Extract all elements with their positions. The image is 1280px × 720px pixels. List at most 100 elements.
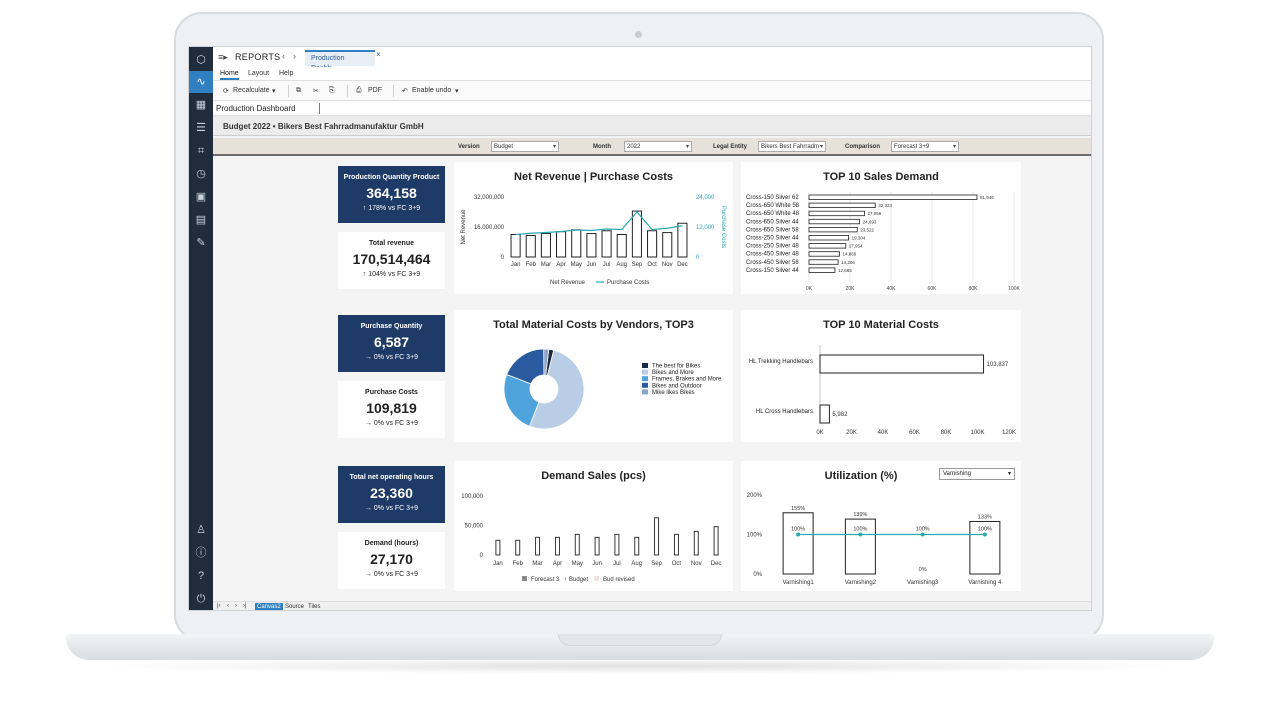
target-label: 100% [916,527,930,533]
kpi-comparison: → 0% vs FC 3+9 [338,505,445,512]
sheet-tab-tiles[interactable]: Tiles [308,604,321,610]
x-tick-label: May [572,561,583,567]
value-label: 139% [853,512,867,518]
y2-tick-label: 24,000 [696,195,715,201]
next-sheet-icon[interactable]: › [235,603,237,609]
chart-title: Utilization (%) [824,470,898,482]
x-tick-label: Feb [513,561,524,567]
x-tick-label: Mar [541,262,551,268]
bar-utilization [782,512,814,575]
power-icon[interactable]: ⏻ [196,593,206,605]
timer-icon[interactable]: ◷ [196,168,206,180]
x-tick-label: 80K [969,286,979,292]
version-select[interactable]: Budget ▾ [491,141,559,152]
chart-svg: 0K 20K 40K 60K 80K 100K Cross-150 Silver 62 81,… [746,192,1020,292]
enable-undo-dropdown-icon[interactable]: ▾ [455,88,459,95]
x-tick-label: 100K [970,430,984,436]
legend-swatch [642,363,648,368]
kpi-comparison-text: 178% vs FC 3+9 [368,205,421,212]
y-tick-label: 100,000 [461,494,483,500]
legal-entity-select[interactable]: Bikers Best Fahrradm ▾ [758,141,826,152]
menu-help[interactable]: Help [279,70,294,77]
x-tick-label: Dec [711,561,722,567]
formula-bar[interactable]: Production Dashboard [213,101,1091,116]
camera-icon [635,31,642,38]
first-sheet-icon[interactable]: |‹ [217,603,221,609]
bar-sales-demand [808,251,840,257]
category-label: Cross-450 Silver 58 [746,260,799,266]
bar-demand [554,536,560,556]
monitor-icon[interactable]: ▣ [195,191,207,203]
kpi-value: 364,158 [366,185,417,201]
list-icon[interactable]: ☰ [196,122,206,134]
help-icon[interactable]: ? [197,570,205,582]
category-label: Cross-650 Silver 58 [746,227,799,233]
bar-net-revenue [571,229,582,258]
x-tick-label: 20K [846,286,856,292]
bar-utilization [969,520,1001,575]
kpi-demand-hours: Demand (hours) 27,170 → 0% vs FC 3+9 [338,532,445,589]
tab-close-icon[interactable]: × [376,50,381,59]
nav-back-icon[interactable]: ‹ [282,51,285,61]
sheet-tab-source[interactable]: Source [285,604,305,610]
report-icon[interactable]: ▦ [195,99,207,111]
recalculate-dropdown-icon[interactable]: ▾ [272,88,276,95]
nav-forward-icon[interactable]: › [293,51,296,61]
legend-swatch [642,376,648,382]
tab-production-dashboard[interactable]: Production Dashb... [305,50,375,72]
category-label: Cross-650 White 48 [746,211,800,217]
refresh-icon: ⟳ [223,88,229,95]
category-label: Cross-250 Silver 44 [746,236,799,242]
kpi-comparison: ↑ 104% vs FC 3+9 [338,271,445,278]
logo-hexagon-icon[interactable]: ⬡ [196,54,206,66]
last-sheet-icon[interactable]: ›| [243,603,247,609]
value-label: 133% [978,514,992,520]
comparison-select[interactable]: Forecast 3+9 ▾ [891,141,959,152]
value-label: 14,869 [842,252,856,257]
analytics-icon[interactable]: ∿ [189,71,213,93]
bar-net-revenue [631,210,642,258]
bar-net-revenue [556,231,567,258]
prev-sheet-icon[interactable]: ‹ [227,603,229,609]
report-subtitle: Budget 2022 • Bikers Best Fahrradmanufak… [223,122,424,131]
calendar-icon[interactable]: ▤ [195,214,207,226]
menu-toggle-icon[interactable]: ≡▸ [218,52,228,62]
kpi-value: 27,170 [370,551,413,567]
legend-label: Bud revised [603,577,635,583]
month-select[interactable]: 2022 ▾ [624,141,692,152]
cut-icon[interactable]: ✂ [313,88,319,95]
value-label: 81,946 [980,195,994,200]
chevron-down-icon: ▾ [552,144,556,150]
bar-demand [634,536,640,556]
menu-layout[interactable]: Layout [248,70,270,77]
target-label: 100% [978,527,992,533]
enable-undo-button[interactable]: Enable undo [412,87,452,94]
copy-icon[interactable]: ⧉ [296,87,301,94]
chevron-down-icon: ▾ [952,144,956,150]
value-label: 14,206 [841,260,855,265]
x-tick-label: 120K [1002,430,1016,436]
recalculate-button[interactable]: Recalculate [233,87,270,94]
info-icon[interactable]: ⓘ [195,547,207,559]
legend-net-revenue: Net Revenue [550,280,586,286]
bar-net-revenue [586,233,597,258]
bar-sales-demand [808,227,858,233]
legend-label: Bikes and More [652,370,694,376]
kpi-comparison-text: 0% vs FC 3+9 [373,571,419,578]
x-tick-label: Jul [613,561,621,567]
tools-icon[interactable]: ✎ [196,237,206,249]
paste-icon[interactable]: ⎘ [329,87,335,94]
legend-label: Forecast 3+9 [531,577,567,583]
legend-swatch [522,576,527,581]
menu-home[interactable]: Home [220,70,239,80]
model-icon[interactable]: ⌗ [197,145,205,157]
sheet-tab-canvas2[interactable]: Canvas2 [255,603,283,610]
pdf-button[interactable]: PDF [368,87,382,94]
comparison-value: Forecast 3+9 [894,144,930,150]
legend-swatch [642,382,648,388]
x-tick-label: 0K [816,430,823,436]
utilization-select[interactable]: Varnishing ▾ [939,468,1015,480]
chart-title: Demand Sales (pcs) [541,470,646,482]
user-icon[interactable]: ♙ [196,524,206,536]
